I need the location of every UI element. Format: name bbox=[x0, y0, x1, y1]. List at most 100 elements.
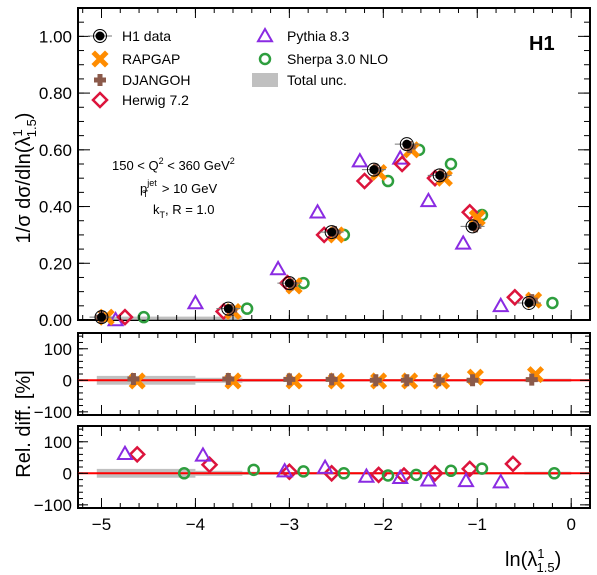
legend-marker bbox=[256, 26, 274, 43]
djangoh-ratio-marker bbox=[466, 374, 479, 387]
pythia-ratio-marker bbox=[492, 473, 510, 489]
sherpa-ratio-marker bbox=[247, 463, 260, 477]
legend-label: H1 data bbox=[122, 28, 171, 44]
pythia-marker bbox=[308, 203, 327, 219]
djangoh-ratio-marker bbox=[325, 373, 338, 386]
herwig-marker bbox=[355, 172, 374, 190]
pythia-ratio-marker bbox=[194, 446, 212, 462]
herwig-marker bbox=[460, 203, 479, 221]
herwig-marker bbox=[506, 288, 524, 307]
annotation-ptjet: pjet T > 10 GeV bbox=[140, 178, 217, 199]
herwig-ratio-marker bbox=[426, 464, 444, 483]
experiment-label: H1 bbox=[529, 33, 555, 55]
sherpa-ratio-marker bbox=[475, 462, 489, 475]
data-marker bbox=[427, 168, 452, 183]
x-tick-label: −4 bbox=[186, 515, 205, 534]
legend-marker bbox=[94, 74, 106, 86]
djangoh-ratio-marker bbox=[400, 374, 413, 387]
y-tick-label: 0 bbox=[63, 371, 72, 390]
y-tick-label: −100 bbox=[34, 403, 72, 422]
herwig-ratio-marker bbox=[504, 455, 522, 473]
pythia-ratio-marker bbox=[316, 458, 334, 474]
pythia-marker bbox=[269, 259, 287, 276]
data-marker bbox=[361, 162, 386, 177]
y-tick-label: 0.00 bbox=[39, 311, 72, 330]
annotation-q2: 150 < Q2 < 360 GeV2 bbox=[112, 156, 235, 173]
legend-marker bbox=[91, 50, 109, 68]
pythia-marker bbox=[454, 234, 472, 250]
sherpa-marker bbox=[444, 157, 458, 171]
herwig-ratio-marker bbox=[460, 460, 479, 478]
legend-label: DJANGOH bbox=[122, 72, 190, 88]
y-tick-label: −100 bbox=[34, 496, 72, 515]
y-tick-label: 0 bbox=[63, 464, 72, 483]
sherpa-ratio-marker bbox=[297, 465, 310, 478]
y-tick-label: 0.60 bbox=[39, 141, 72, 160]
data-marker bbox=[516, 295, 541, 310]
y-tick-label: 1.00 bbox=[39, 27, 72, 46]
uncertainty-band bbox=[195, 316, 243, 320]
sherpa-marker bbox=[546, 296, 559, 310]
sherpa-marker bbox=[381, 174, 395, 188]
djangoh-ratio-marker bbox=[222, 373, 235, 386]
djangoh-ratio-marker bbox=[369, 374, 382, 387]
pythia-ratio-marker bbox=[419, 471, 438, 487]
x-tick-label: 0 bbox=[566, 515, 575, 534]
djangoh-ratio-marker bbox=[525, 373, 538, 386]
y-tick-label: 0.20 bbox=[39, 254, 72, 273]
legend-label: Sherpa 3.0 NLO bbox=[287, 51, 388, 67]
pythia-ratio-marker bbox=[457, 471, 475, 488]
pythia-marker bbox=[492, 296, 510, 313]
y-tick-label: 100 bbox=[44, 433, 72, 452]
x-tick-label: −5 bbox=[92, 515, 111, 534]
legend-item: Sherpa 3.0 NLO bbox=[258, 51, 388, 67]
djangoh-ratio-marker bbox=[283, 373, 296, 386]
sherpa-ratio-marker bbox=[177, 467, 191, 480]
data-marker bbox=[394, 137, 419, 152]
x-axis-label: ln(λ1 1.5) bbox=[505, 546, 561, 575]
sherpa-ratio-marker bbox=[381, 469, 395, 482]
legend-item: DJANGOH bbox=[94, 72, 190, 88]
legend-marker bbox=[88, 29, 112, 43]
y-axis-label-ratio: Rel. diff. [%] bbox=[13, 370, 35, 477]
data-marker bbox=[460, 219, 485, 234]
legend-label: RAPGAP bbox=[122, 51, 180, 67]
herwig-ratio-marker bbox=[200, 456, 219, 474]
legend-label: Pythia 8.3 bbox=[287, 28, 349, 44]
legend-label: Total unc. bbox=[287, 72, 347, 88]
legend-item: RAPGAP bbox=[91, 50, 180, 68]
herwig-ratio-marker bbox=[128, 445, 146, 464]
y-tick-label: 100 bbox=[44, 340, 72, 359]
pythia-ratio-marker bbox=[116, 444, 134, 461]
sherpa-ratio-marker bbox=[548, 467, 561, 480]
y-tick-label: 0.80 bbox=[39, 84, 72, 103]
herwig-ratio-marker bbox=[322, 464, 341, 483]
herwig-marker bbox=[116, 308, 134, 326]
data-marker bbox=[277, 276, 302, 291]
herwig-marker bbox=[393, 155, 411, 173]
legend-item: Pythia 8.3 bbox=[256, 26, 349, 44]
legend: H1 data RAPGAP DJANGOH Herwig 7.2 Pythia 8.3… bbox=[88, 26, 388, 109]
legend-marker bbox=[91, 91, 109, 109]
x-tick-label: −1 bbox=[468, 515, 487, 534]
sherpa-ratio-marker bbox=[337, 467, 351, 480]
legend-marker bbox=[258, 52, 272, 66]
legend-item: Herwig 7.2 bbox=[91, 91, 189, 109]
pythia-ratio-marker bbox=[391, 468, 409, 484]
pythia-ratio-marker bbox=[357, 467, 376, 483]
legend-item: H1 data bbox=[88, 28, 171, 44]
sherpa-ratio-marker bbox=[409, 468, 423, 482]
djangoh-ratio-marker bbox=[432, 374, 445, 387]
sherpa-marker bbox=[240, 302, 254, 315]
herwig-ratio-marker bbox=[280, 462, 299, 481]
pythia-marker bbox=[186, 293, 205, 310]
pythia-marker bbox=[419, 191, 438, 208]
data-marker bbox=[216, 301, 241, 316]
pythia-ratio-marker bbox=[275, 462, 294, 478]
x-tick-label: −2 bbox=[374, 515, 393, 534]
legend-item: Total unc. bbox=[252, 72, 347, 88]
legend-label: Herwig 7.2 bbox=[122, 92, 189, 108]
data-marker bbox=[319, 225, 344, 240]
annotation-kt: kT, R = 1.0 bbox=[153, 202, 215, 220]
